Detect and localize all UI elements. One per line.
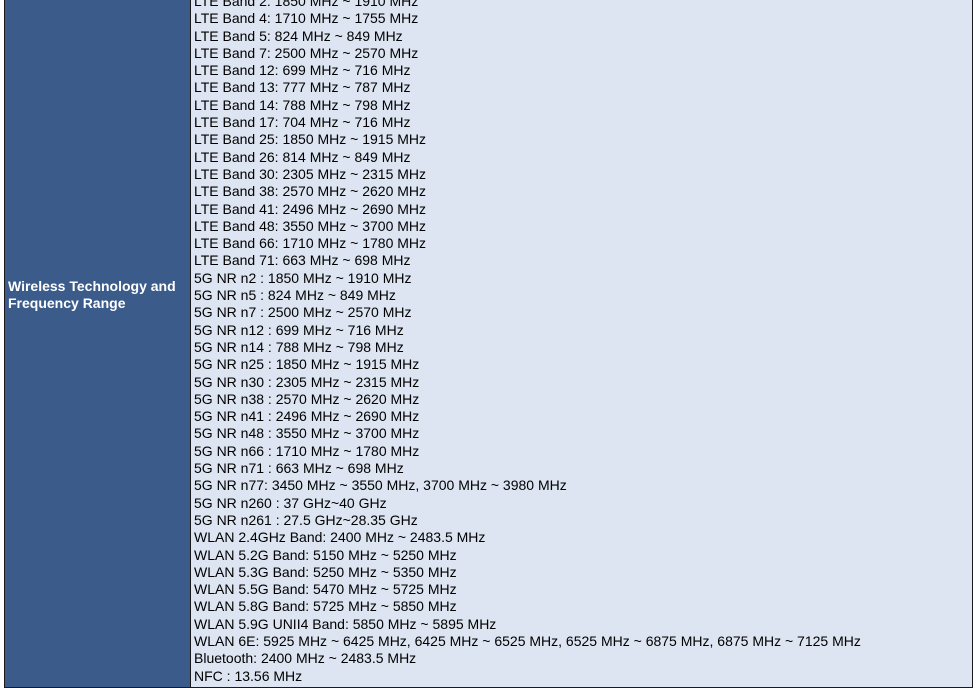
frequency-range-line: Bluetooth: 2400 MHz ~ 2483.5 MHz	[194, 650, 417, 667]
frequency-range-line: 5G NR n25 : 1850 MHz ~ 1915 MHz	[194, 356, 420, 373]
frequency-range-line: WLAN 5.5G Band: 5470 MHz ~ 5725 MHz	[194, 581, 457, 598]
frequency-range-line: WLAN 6E: 5925 MHz ~ 6425 MHz, 6425 MHz ~…	[194, 632, 861, 649]
frequency-range-line: LTE Band 13: 777 MHz ~ 787 MHz	[194, 79, 411, 96]
frequency-range-line: LTE Band 26: 814 MHz ~ 849 MHz	[194, 148, 411, 165]
frequency-range-line: WLAN 2.4GHz Band: 2400 MHz ~ 2483.5 MHz	[194, 529, 486, 546]
frequency-range-line: 5G NR n41 : 2496 MHz ~ 2690 MHz	[194, 408, 420, 425]
row-value-cell: LTE Band 2: 1850 MHz ~ 1910 MHz LTE Band …	[191, 0, 972, 687]
frequency-range-line: LTE Band 12: 699 MHz ~ 716 MHz	[194, 62, 411, 79]
frequency-range-line: 5G NR n12 : 699 MHz ~ 716 MHz	[194, 321, 404, 338]
frequency-range-line: WLAN 5.8G Band: 5725 MHz ~ 5850 MHz	[194, 598, 457, 615]
frequency-range-line: NFC : 13.56 MHz	[194, 667, 303, 684]
frequency-range-line: 5G NR n5 : 824 MHz ~ 849 MHz	[194, 287, 396, 304]
frequency-range-line: LTE Band 71: 663 MHz ~ 698 MHz	[194, 252, 411, 269]
frequency-range-line: LTE Band 2: 1850 MHz ~ 1910 MHz	[194, 0, 419, 9]
frequency-range-line: 5G NR n38 : 2570 MHz ~ 2620 MHz	[194, 390, 420, 407]
frequency-range-line: LTE Band 38: 2570 MHz ~ 2620 MHz	[194, 183, 427, 200]
frequency-range-line: 5G NR n14 : 788 MHz ~ 798 MHz	[194, 338, 404, 355]
frequency-range-line: 5G NR n71 : 663 MHz ~ 698 MHz	[194, 460, 404, 477]
row-header-label: Wireless Technology and Frequency Range	[8, 278, 176, 311]
frequency-range-line: LTE Band 5: 824 MHz ~ 849 MHz	[194, 27, 403, 44]
frequency-range-line: LTE Band 7: 2500 MHz ~ 2570 MHz	[194, 44, 419, 61]
frequency-range-line: WLAN 5.2G Band: 5150 MHz ~ 5250 MHz	[194, 546, 457, 563]
frequency-range-line: 5G NR n2 : 1850 MHz ~ 1910 MHz	[194, 269, 412, 286]
frequency-range-line: 5G NR n30 : 2305 MHz ~ 2315 MHz	[194, 373, 420, 390]
frequency-range-line: LTE Band 25: 1850 MHz ~ 1915 MHz	[194, 131, 427, 148]
frequency-range-line: 5G NR n48 : 3550 MHz ~ 3700 MHz	[194, 425, 420, 442]
frequency-range-line: LTE Band 14: 788 MHz ~ 798 MHz	[194, 96, 411, 113]
frequency-range-line: 5G NR n261 : 27.5 GHz~28.35 GHz	[194, 511, 418, 528]
frequency-range-line: LTE Band 66: 1710 MHz ~ 1780 MHz	[194, 235, 427, 252]
frequency-range-line: WLAN 5.9G UNII4 Band: 5850 MHz ~ 5895 MH…	[194, 615, 497, 632]
frequency-range-line: 5G NR n260 : 37 GHz~40 GHz	[194, 494, 387, 511]
row-header-cell: Wireless Technology and Frequency Range	[5, 0, 191, 687]
frequency-range-line: LTE Band 17: 704 MHz ~ 716 MHz	[194, 114, 411, 131]
frequency-range-line: 5G NR n77: 3450 MHz ~ 3550 MHz, 3700 MHz…	[194, 477, 567, 494]
frequency-range-line: LTE Band 41: 2496 MHz ~ 2690 MHz	[194, 200, 427, 217]
frequency-range-line: 5G NR n7 : 2500 MHz ~ 2570 MHz	[194, 304, 412, 321]
spec-table-row: Wireless Technology and Frequency Range …	[4, 0, 973, 688]
frequency-range-line: WLAN 5.3G Band: 5250 MHz ~ 5350 MHz	[194, 563, 457, 580]
frequency-range-line: LTE Band 4: 1710 MHz ~ 1755 MHz	[194, 10, 419, 27]
frequency-range-line: 5G NR n66 : 1710 MHz ~ 1780 MHz	[194, 442, 420, 459]
frequency-range-line: LTE Band 48: 3550 MHz ~ 3700 MHz	[194, 217, 427, 234]
frequency-range-line: LTE Band 30: 2305 MHz ~ 2315 MHz	[194, 165, 427, 182]
